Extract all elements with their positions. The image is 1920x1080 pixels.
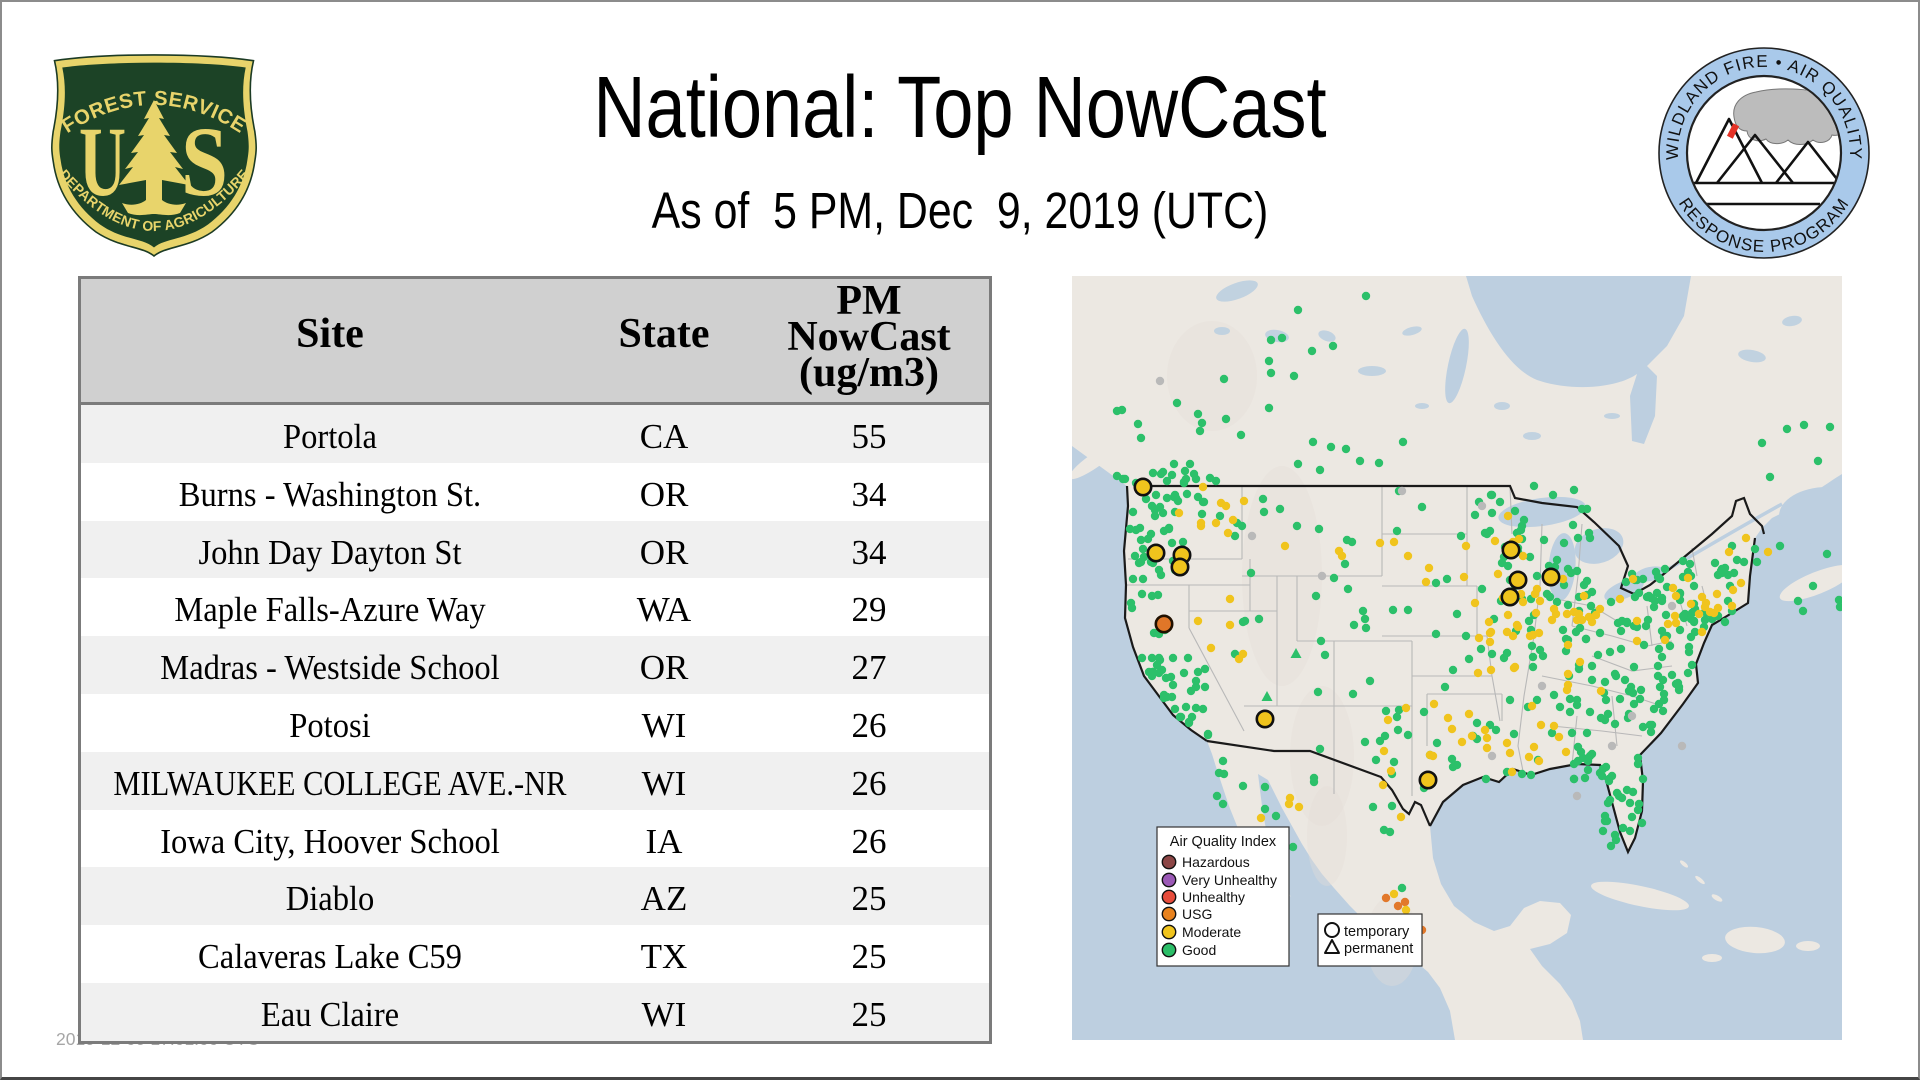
svg-text:USG: USG	[1182, 906, 1212, 922]
svg-text:Air Quality Index: Air Quality Index	[1170, 834, 1277, 850]
svg-text:Moderate: Moderate	[1182, 924, 1241, 940]
svg-text:S: S	[181, 106, 228, 217]
svg-text:Good: Good	[1182, 942, 1216, 958]
svg-text:U: U	[79, 106, 126, 217]
svg-text:Very Unhealthy: Very Unhealthy	[1182, 872, 1277, 888]
svg-text:permanent: permanent	[1344, 941, 1413, 957]
svg-text:Hazardous: Hazardous	[1182, 854, 1250, 870]
svg-text:temporary: temporary	[1344, 924, 1410, 940]
svg-text:Unhealthy: Unhealthy	[1182, 889, 1245, 905]
